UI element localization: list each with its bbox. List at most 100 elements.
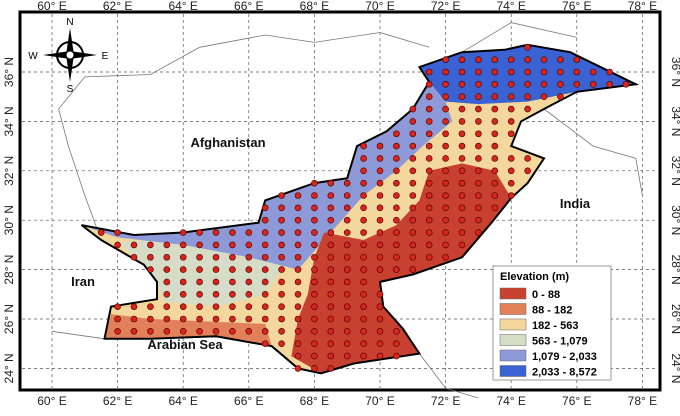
- grid-point: [393, 204, 400, 212]
- grid-point: [327, 253, 335, 261]
- grid-point: [458, 56, 466, 63]
- grid-point: [229, 278, 236, 286]
- grid-point: [491, 118, 499, 125]
- grid-point: [179, 241, 187, 249]
- grid-point: [327, 204, 335, 212]
- grid-point: [245, 315, 253, 323]
- grid-point: [475, 130, 482, 138]
- lon-label: 66° E: [234, 394, 263, 408]
- grid-point: [491, 179, 499, 187]
- grid-point: [147, 315, 154, 323]
- grid-point: [524, 105, 531, 113]
- grid-point: [327, 365, 335, 372]
- grid-point: [196, 303, 203, 310]
- grid-point: [491, 93, 499, 100]
- grid-point: [147, 266, 154, 273]
- grid-point: [458, 118, 466, 125]
- grid-point: [327, 278, 335, 286]
- grid-point: [573, 68, 581, 76]
- grid-point: [425, 68, 433, 76]
- legend: Elevation (m) 0 - 88 88 - 182 182 - 563 563…: [492, 265, 612, 381]
- grid-point: [360, 229, 367, 236]
- grid-point: [442, 155, 449, 162]
- grid-point: [491, 68, 499, 76]
- grid-point: [179, 315, 187, 323]
- grid-point: [491, 192, 499, 199]
- lon-label: 78° E: [628, 0, 657, 13]
- grid-point: [278, 241, 285, 249]
- grid-point: [442, 179, 449, 187]
- grid-point: [212, 303, 220, 310]
- grid-point: [360, 167, 367, 175]
- grid-point: [360, 216, 367, 224]
- grid-point: [491, 142, 499, 150]
- grid-point: [327, 266, 335, 273]
- grid-point: [343, 328, 351, 335]
- grid-point: [261, 303, 269, 310]
- lat-label: 32° N: [669, 156, 680, 186]
- grid-point: [507, 81, 515, 88]
- grid-point: [245, 303, 253, 310]
- grid-point: [294, 253, 302, 261]
- grid-point: [425, 204, 433, 212]
- grid-point: [507, 105, 515, 113]
- grid-point: [458, 204, 466, 212]
- grid-point: [425, 167, 433, 175]
- border: [419, 353, 479, 399]
- grid-point: [458, 130, 466, 138]
- grid-point: [196, 328, 203, 335]
- grid-point: [458, 179, 466, 187]
- grid-point: [311, 340, 318, 348]
- grid-points: [97, 43, 630, 372]
- grid-point: [245, 278, 253, 286]
- grid-point: [179, 278, 187, 286]
- grid-point: [311, 315, 318, 323]
- lat-label: 24° N: [2, 353, 16, 383]
- grid-point: [442, 204, 449, 212]
- grid-point: [573, 56, 581, 63]
- lon-label: 72° E: [431, 0, 460, 13]
- grid-point: [409, 118, 417, 125]
- grid-point: [458, 167, 466, 175]
- grid-point: [475, 81, 482, 88]
- grid-point: [524, 155, 531, 162]
- grid-point: [425, 192, 433, 199]
- grid-point: [425, 155, 433, 162]
- grid-point: [261, 253, 269, 261]
- lat-label: 30° N: [2, 205, 16, 235]
- grid-point: [179, 266, 187, 273]
- grid-point: [425, 253, 433, 261]
- grid-point: [442, 118, 449, 125]
- grid-point: [343, 266, 351, 273]
- grid-point: [409, 204, 417, 212]
- pakistan-border: [80, 43, 640, 375]
- grid-point: [360, 155, 367, 162]
- grid-point: [507, 130, 515, 138]
- grid-point: [425, 105, 433, 113]
- place-label: Arabian Sea: [147, 337, 223, 352]
- grid-point: [294, 328, 302, 335]
- grid-point: [343, 278, 351, 286]
- place-label: India: [560, 196, 591, 211]
- grid-point: [294, 365, 302, 372]
- grid-point: [360, 204, 367, 212]
- grid-point: [475, 118, 482, 125]
- grid-point: [573, 81, 581, 88]
- grid-point: [458, 142, 466, 150]
- grid-point: [261, 340, 269, 348]
- legend-swatch: [499, 303, 527, 315]
- grid-point: [130, 303, 138, 310]
- legend-label: 1,079 - 2,033: [532, 351, 597, 363]
- legend-label: 2,033 - 8,572: [532, 367, 597, 379]
- grid-point: [261, 204, 269, 212]
- grid-point: [393, 142, 400, 150]
- grid-point: [114, 315, 121, 323]
- grid-point: [425, 229, 433, 236]
- grid-point: [491, 130, 499, 138]
- grid-point: [458, 93, 466, 100]
- grid-point: [196, 229, 203, 236]
- lon-label: 76° E: [562, 0, 591, 13]
- grid-point: [393, 192, 400, 199]
- grid-point: [212, 328, 220, 335]
- grid-point: [245, 290, 253, 298]
